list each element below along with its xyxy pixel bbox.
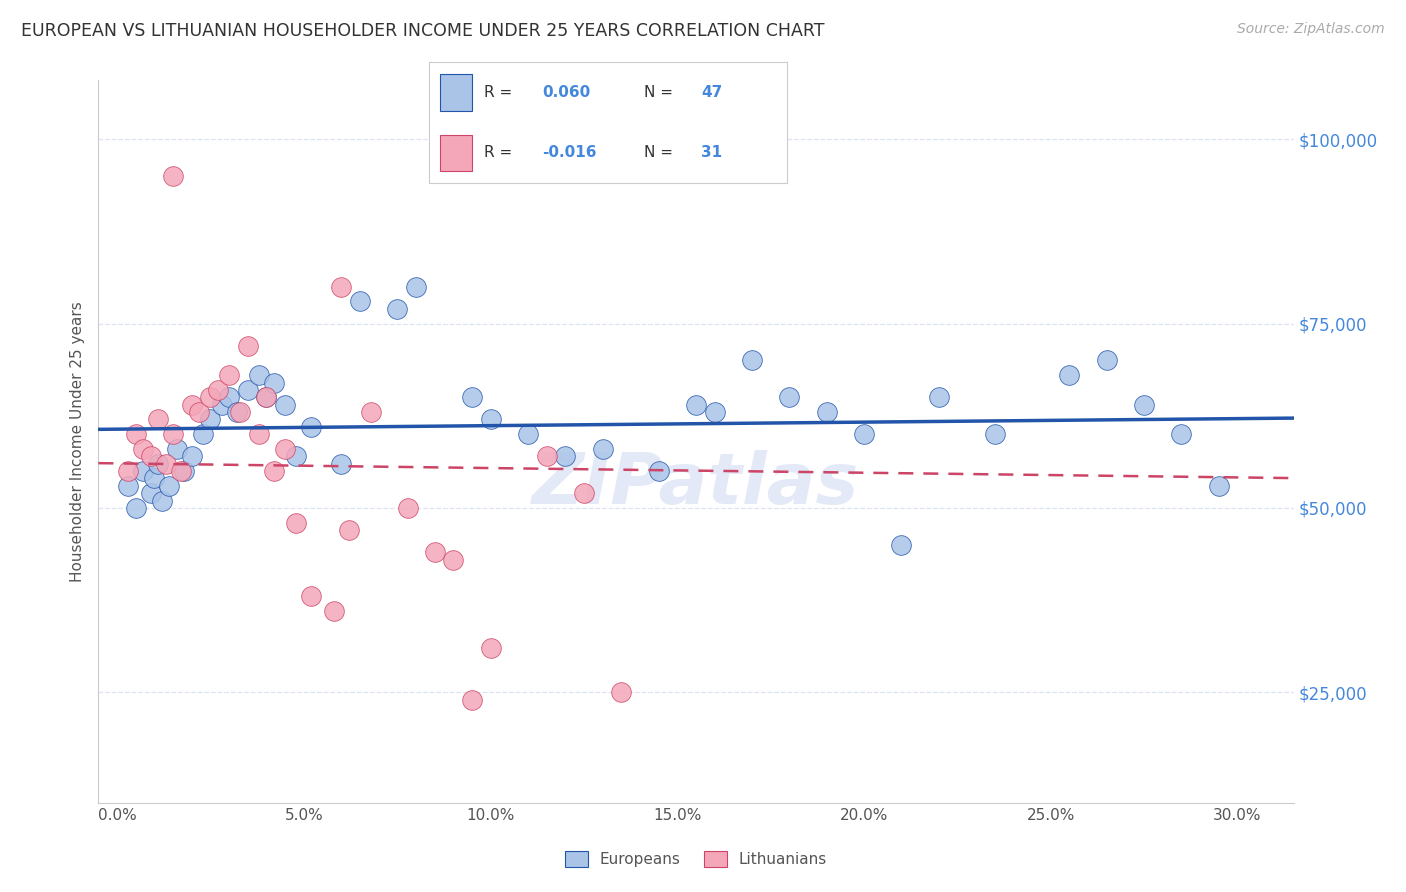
Point bbox=[928, 390, 950, 404]
Point bbox=[299, 419, 322, 434]
Point bbox=[207, 383, 229, 397]
Point bbox=[117, 479, 139, 493]
Point bbox=[162, 427, 184, 442]
Point bbox=[441, 552, 464, 566]
Point bbox=[1133, 398, 1156, 412]
Point bbox=[143, 471, 166, 485]
Point bbox=[330, 279, 353, 293]
Point bbox=[461, 692, 484, 706]
Point bbox=[256, 390, 278, 404]
Point bbox=[1095, 353, 1118, 368]
Point bbox=[423, 545, 446, 559]
Point bbox=[157, 479, 180, 493]
Point bbox=[180, 450, 202, 464]
Point bbox=[647, 464, 669, 478]
Text: N =: N = bbox=[644, 145, 673, 161]
Y-axis label: Householder Income Under 25 years: Householder Income Under 25 years bbox=[69, 301, 84, 582]
Legend: Europeans, Lithuanians: Europeans, Lithuanians bbox=[557, 843, 835, 875]
Point bbox=[285, 516, 308, 530]
Point bbox=[132, 442, 155, 456]
Point bbox=[150, 493, 173, 508]
Point bbox=[247, 368, 270, 383]
Point bbox=[263, 376, 285, 390]
Point bbox=[1170, 427, 1192, 442]
Point bbox=[173, 464, 195, 478]
Point bbox=[180, 398, 202, 412]
Point bbox=[572, 486, 595, 500]
Point bbox=[536, 450, 558, 464]
Point bbox=[155, 457, 177, 471]
Text: 0.060: 0.060 bbox=[541, 85, 591, 100]
Point bbox=[461, 390, 484, 404]
Point bbox=[166, 442, 188, 456]
Point bbox=[263, 464, 285, 478]
Point bbox=[139, 450, 162, 464]
Point bbox=[162, 169, 184, 183]
Point bbox=[1208, 479, 1230, 493]
Point bbox=[405, 279, 427, 293]
Point bbox=[274, 398, 297, 412]
Point bbox=[890, 538, 912, 552]
Point bbox=[148, 412, 170, 426]
Point bbox=[256, 390, 278, 404]
Point bbox=[853, 427, 876, 442]
Point bbox=[516, 427, 538, 442]
Point bbox=[479, 640, 502, 655]
Point bbox=[299, 590, 322, 604]
Point bbox=[285, 450, 308, 464]
Point bbox=[125, 427, 148, 442]
Point bbox=[703, 405, 725, 419]
Point bbox=[200, 412, 222, 426]
Point bbox=[984, 427, 1007, 442]
Point bbox=[1059, 368, 1081, 383]
Point bbox=[169, 464, 191, 478]
Point bbox=[479, 412, 502, 426]
Point bbox=[247, 427, 270, 442]
FancyBboxPatch shape bbox=[440, 135, 472, 171]
Point bbox=[200, 390, 222, 404]
Text: R =: R = bbox=[485, 85, 513, 100]
Point bbox=[218, 390, 240, 404]
Point bbox=[741, 353, 763, 368]
Point bbox=[236, 383, 259, 397]
Text: R =: R = bbox=[485, 145, 513, 161]
Point bbox=[211, 398, 233, 412]
Point bbox=[191, 427, 214, 442]
Point bbox=[554, 450, 576, 464]
Point bbox=[274, 442, 297, 456]
Point bbox=[778, 390, 800, 404]
Point bbox=[396, 500, 419, 515]
Point bbox=[685, 398, 707, 412]
Point bbox=[610, 685, 633, 699]
Point bbox=[125, 500, 148, 515]
Text: ZIPatlas: ZIPatlas bbox=[533, 450, 859, 519]
Text: EUROPEAN VS LITHUANIAN HOUSEHOLDER INCOME UNDER 25 YEARS CORRELATION CHART: EUROPEAN VS LITHUANIAN HOUSEHOLDER INCOM… bbox=[21, 22, 824, 40]
Point bbox=[337, 523, 360, 537]
Point bbox=[360, 405, 382, 419]
Point bbox=[117, 464, 139, 478]
Point bbox=[815, 405, 838, 419]
Point bbox=[148, 457, 170, 471]
Point bbox=[236, 339, 259, 353]
Point bbox=[139, 486, 162, 500]
Point bbox=[322, 604, 344, 618]
Point bbox=[349, 294, 371, 309]
Point bbox=[132, 464, 155, 478]
Text: 47: 47 bbox=[702, 85, 723, 100]
Point bbox=[225, 405, 247, 419]
FancyBboxPatch shape bbox=[440, 75, 472, 111]
Point bbox=[188, 405, 211, 419]
Text: 31: 31 bbox=[702, 145, 723, 161]
Text: Source: ZipAtlas.com: Source: ZipAtlas.com bbox=[1237, 22, 1385, 37]
Point bbox=[218, 368, 240, 383]
Point bbox=[592, 442, 614, 456]
Point bbox=[229, 405, 252, 419]
Text: N =: N = bbox=[644, 85, 673, 100]
Text: -0.016: -0.016 bbox=[541, 145, 596, 161]
Point bbox=[330, 457, 353, 471]
Point bbox=[385, 301, 409, 316]
